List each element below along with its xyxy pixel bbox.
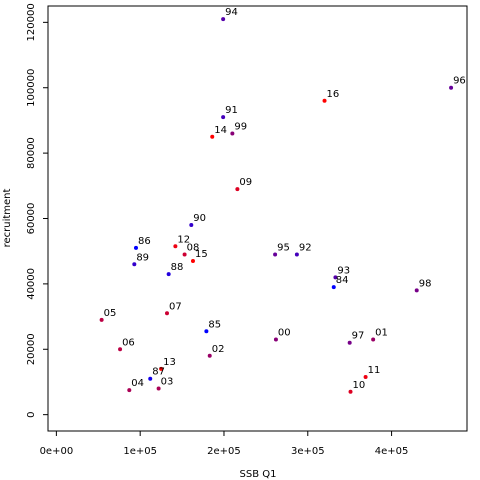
- data-point: [204, 329, 209, 334]
- data-point-label: 14: [214, 125, 227, 136]
- data-point: [221, 17, 226, 22]
- point-labels: 86 87 88 89 90 91 92 93 94 95 96 97 98 99 00 01 02 03 04 05…: [104, 7, 466, 391]
- data-point: [221, 115, 226, 120]
- data-point-label: 07: [169, 301, 182, 312]
- data-point-label: 91: [225, 105, 238, 116]
- data-point: [322, 98, 327, 103]
- x-tick-label: 3e+05: [291, 446, 325, 457]
- data-point-label: 01: [375, 327, 388, 338]
- data-point: [273, 252, 278, 257]
- plot-frame: [47, 5, 468, 432]
- y-tick-label: 40000: [26, 268, 37, 300]
- x-axis: 0e+00 1e+05 2e+05 3e+05 4e+05: [40, 431, 409, 457]
- data-point-label: 98: [419, 278, 432, 289]
- data-point-label: 85: [208, 319, 221, 330]
- y-tick-label: 120000: [26, 3, 37, 41]
- data-point-label: 16: [327, 89, 340, 100]
- data-point-label: 93: [337, 265, 350, 276]
- data-point: [371, 337, 376, 342]
- data-point: [132, 262, 137, 267]
- data-point: [189, 223, 194, 228]
- data-point: [156, 386, 161, 391]
- data-point: [414, 288, 419, 293]
- data-point-label: 05: [104, 308, 117, 319]
- y-tick-label: 0: [26, 411, 37, 417]
- data-point: [148, 376, 153, 381]
- data-point: [182, 252, 187, 257]
- data-point: [363, 375, 368, 380]
- x-tick-label: 1e+05: [123, 446, 157, 457]
- data-point-label: 97: [352, 331, 365, 342]
- y-axis-title: recruitment: [2, 189, 13, 248]
- data-point-label: 13: [163, 357, 176, 368]
- data-point: [118, 347, 123, 352]
- x-tick-label: 0e+00: [40, 446, 74, 457]
- data-point: [230, 131, 235, 136]
- y-tick-label: 20000: [26, 333, 37, 365]
- x-axis-title: SSB Q1: [240, 469, 277, 480]
- data-point-label: 96: [453, 76, 466, 87]
- data-point: [294, 252, 299, 257]
- x-tick-label: 2e+05: [207, 446, 241, 457]
- data-point-label: 11: [368, 365, 381, 376]
- data-point: [159, 366, 164, 371]
- data-point: [348, 389, 353, 394]
- data-point-label: 10: [353, 380, 366, 391]
- data-point-label: 04: [131, 378, 144, 389]
- data-point: [331, 285, 336, 290]
- data-point: [190, 259, 195, 263]
- data-point: [166, 272, 171, 277]
- data-point-label: 92: [299, 242, 312, 253]
- data-point-label: 06: [122, 337, 135, 348]
- data-point-label: 84: [336, 275, 349, 286]
- y-axis: 0 20000 40000 60000 80000 100000 120000: [26, 3, 48, 418]
- data-point: [127, 388, 132, 393]
- data-point: [207, 353, 212, 358]
- data-point-label: 87: [152, 367, 165, 378]
- data-point: [164, 311, 169, 316]
- data-point: [173, 244, 178, 249]
- data-point-label: 95: [277, 242, 290, 253]
- data-point-label: 12: [177, 234, 190, 245]
- data-point-label: 99: [234, 122, 247, 133]
- data-point-label: 94: [225, 7, 238, 18]
- data-point-label: 00: [278, 327, 291, 338]
- data-point: [235, 187, 240, 192]
- data-point-label: 15: [195, 249, 208, 260]
- data-point-label: 03: [161, 377, 174, 388]
- data-point: [333, 275, 338, 280]
- y-tick-label: 100000: [26, 69, 37, 107]
- data-point: [133, 245, 138, 250]
- data-point-label: 86: [138, 236, 151, 247]
- data-point-label: 02: [212, 344, 225, 355]
- data-point-label: 88: [171, 262, 184, 273]
- data-point-label: 08: [187, 242, 200, 253]
- data-point: [347, 340, 352, 345]
- y-tick-label: 60000: [26, 203, 37, 235]
- y-tick-label: 80000: [26, 137, 37, 169]
- data-point: [273, 337, 278, 342]
- data-point: [99, 317, 104, 322]
- data-point: [210, 134, 215, 139]
- data-point-label: 09: [239, 177, 252, 188]
- data-point-label: 90: [193, 213, 206, 224]
- data-point: [449, 85, 454, 90]
- x-tick-label: 4e+05: [375, 446, 409, 457]
- data-point-label: 89: [136, 252, 149, 263]
- data-points: [99, 17, 454, 394]
